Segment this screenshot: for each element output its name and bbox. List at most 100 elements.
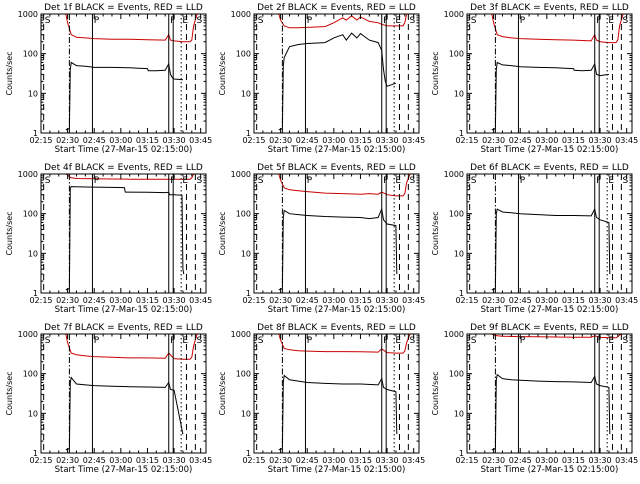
marker-label-s: S: [622, 176, 628, 186]
x-tick-label: 03:45: [615, 136, 638, 145]
marker-label-p: P: [94, 16, 100, 26]
events-series-line: [491, 61, 609, 131]
x-tick-label: 03:15: [562, 296, 585, 305]
x-axis-label: Start Time (27-Mar-15 02:15:00): [55, 465, 193, 475]
x-axis-label: Start Time (27-Mar-15 02:15:00): [268, 145, 406, 155]
marker-label-s: S: [45, 16, 51, 26]
x-tick-label: 03:00: [109, 136, 132, 145]
x-tick-label: 03:30: [376, 136, 399, 145]
marker-label-f: F: [383, 176, 388, 186]
x-tick-label: 03:15: [349, 296, 372, 305]
x-tick-label: 02:45: [509, 456, 532, 465]
marker-label-e: E: [182, 336, 188, 346]
y-tick-label: 1000: [231, 170, 251, 179]
x-tick-label: 03:00: [535, 456, 558, 465]
marker-label-s: S: [258, 16, 264, 26]
events-series-line: [491, 373, 611, 451]
marker-label-e: E: [608, 16, 614, 26]
y-tick-label: 1: [459, 289, 464, 298]
x-axis-label: Start Time (27-Mar-15 02:15:00): [481, 145, 619, 155]
marker-label-s: S: [471, 16, 477, 26]
x-tick-label: 02:15: [29, 136, 52, 145]
lld-series-line: [65, 334, 198, 360]
x-tick-label: 02:15: [242, 296, 265, 305]
plot-area: [469, 14, 624, 133]
plot-area: [469, 334, 624, 453]
plot-frame: [466, 173, 633, 294]
events-series-line: [65, 186, 185, 291]
plot-area: [43, 334, 198, 453]
y-tick-label: 1: [33, 289, 38, 298]
marker-label-p: P: [94, 176, 100, 186]
y-axis-label: Counts/sec: [431, 371, 440, 415]
events-series-line: [65, 376, 184, 451]
marker-label-s: S: [622, 16, 628, 26]
marker-label-s: S: [471, 176, 477, 186]
x-tick-label: 02:30: [56, 136, 79, 145]
lld-series-line: [278, 334, 411, 354]
marker-label-p: P: [307, 16, 313, 26]
plot-frame: [466, 333, 633, 454]
y-tick-label: 1000: [444, 170, 464, 179]
x-tick-label: 03:30: [589, 296, 612, 305]
lld-series-line: [278, 174, 411, 197]
x-axis-label: Start Time (27-Mar-15 02:15:00): [481, 465, 619, 475]
marker-label-p: P: [520, 336, 526, 346]
x-axis-label: Start Time (27-Mar-15 02:15:00): [481, 305, 619, 315]
y-tick-label: 10: [454, 249, 464, 258]
x-tick-label: 03:45: [402, 296, 425, 305]
x-axis-label: Start Time (27-Mar-15 02:15:00): [268, 465, 406, 475]
y-tick-label: 10: [454, 89, 464, 98]
marker-label-f: F: [596, 176, 601, 186]
panel-title: Det 7f BLACK = Events, RED = LLD: [44, 323, 203, 333]
lld-series-line: [491, 334, 624, 339]
y-axis-label: Counts/sec: [218, 211, 227, 255]
x-tick-label: 03:45: [189, 136, 212, 145]
marker-label-f: F: [383, 336, 388, 346]
x-tick-label: 03:00: [322, 136, 345, 145]
x-tick-label: 03:45: [189, 296, 212, 305]
marker-label-e: E: [395, 16, 401, 26]
x-tick-label: 03:30: [376, 456, 399, 465]
x-tick-label: 03:15: [136, 456, 159, 465]
y-tick-label: 1000: [444, 330, 464, 339]
x-tick-label: 02:15: [242, 456, 265, 465]
events-series-line: [278, 207, 398, 291]
panel-title: Det 1f BLACK = Events, RED = LLD: [44, 3, 203, 13]
marker-label-p: P: [520, 176, 526, 186]
marker-label-p: P: [520, 16, 526, 26]
x-tick-label: 03:45: [189, 456, 212, 465]
y-tick-label: 100: [449, 50, 464, 59]
marker-label-e: E: [395, 336, 401, 346]
plot-frame: [40, 173, 207, 294]
x-tick-label: 02:15: [242, 136, 265, 145]
plot-area: [256, 14, 411, 133]
x-tick-label: 03:00: [535, 136, 558, 145]
x-tick-label: 03:30: [376, 296, 399, 305]
x-axis-label: Start Time (27-Mar-15 02:15:00): [55, 305, 193, 315]
x-tick-label: 03:30: [589, 136, 612, 145]
marker-label-s: S: [196, 336, 202, 346]
panel-title: Det 6f BLACK = Events, RED = LLD: [470, 163, 629, 173]
y-tick-label: 10: [28, 249, 38, 258]
y-tick-label: 10: [454, 409, 464, 418]
y-tick-label: 100: [236, 50, 251, 59]
marker-label-p: P: [307, 176, 313, 186]
marker-label-f: F: [596, 16, 601, 26]
marker-label-s: S: [196, 176, 202, 186]
x-tick-label: 02:45: [83, 296, 106, 305]
y-axis-label: Counts/sec: [218, 371, 227, 415]
x-tick-label: 03:30: [589, 456, 612, 465]
x-tick-label: 02:30: [56, 296, 79, 305]
x-tick-label: 02:45: [509, 296, 532, 305]
plot-area: [43, 14, 198, 133]
plot-area: [256, 174, 411, 293]
x-tick-label: 03:45: [615, 296, 638, 305]
